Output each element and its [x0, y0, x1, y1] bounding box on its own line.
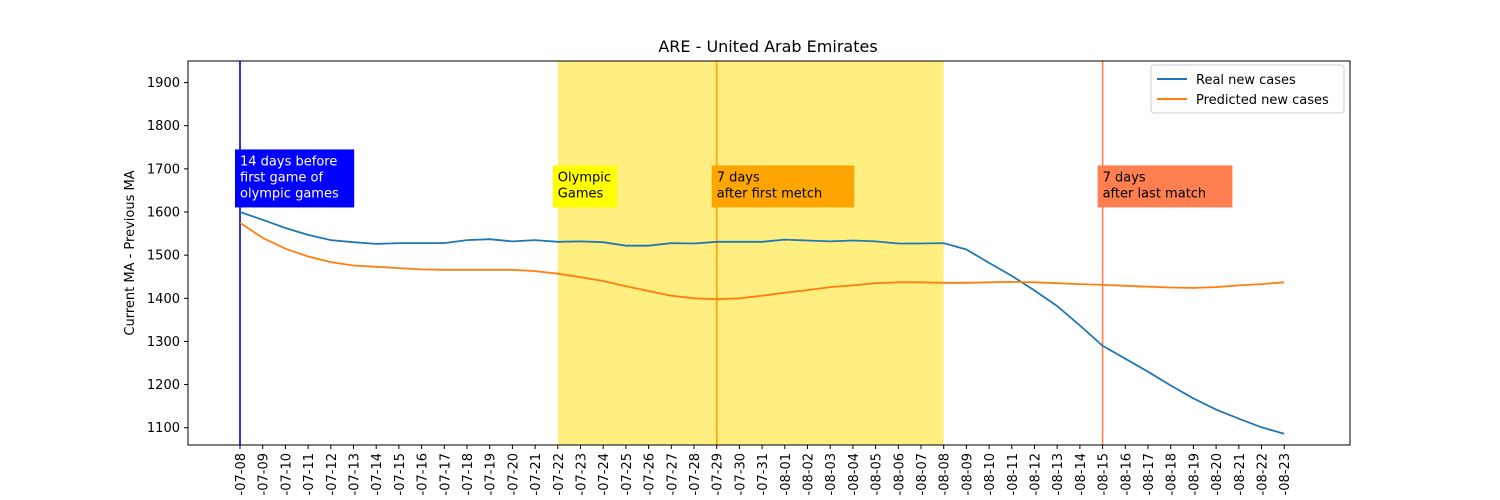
x-tick-label: -08-16: [1119, 453, 1134, 495]
x-tick-label: -07-18: [461, 453, 476, 495]
x-tick-label: -08-22: [1256, 453, 1271, 495]
x-tick-label: -07-31: [756, 453, 771, 495]
x-tick-label: -07-21: [529, 453, 544, 495]
x-tick-label: -07-10: [279, 453, 294, 495]
x-tick-label: -07-23: [575, 453, 590, 495]
x-tick-label: -07-30: [733, 453, 748, 495]
legend-box: [1150, 64, 1345, 114]
x-tick-label: -08-06: [892, 453, 907, 495]
x-tick-label: -08-15: [1097, 453, 1112, 495]
y-tick-label: 1400: [147, 292, 180, 307]
legend-label-0: Real new cases: [1196, 73, 1296, 88]
x-tick-label: -07-12: [325, 453, 340, 495]
annotation-box: [711, 165, 855, 208]
x-tick-label: -08-19: [1187, 453, 1202, 495]
x-tick-label: -08-02: [802, 453, 817, 495]
annotation-text: after first metch: [717, 186, 823, 201]
olympic-period-shade: [557, 61, 944, 445]
x-tick-label: -08-05: [870, 453, 885, 495]
annotation-text: first game of: [240, 170, 324, 185]
y-tick-label: 1600: [147, 206, 180, 221]
x-tick-label: -08-13: [1051, 453, 1066, 495]
x-tick-label: -08-21: [1233, 453, 1248, 495]
x-tick-label: -07-09: [257, 453, 272, 495]
x-tick-label: -07-14: [370, 453, 385, 495]
annotation-text: 7 days: [1103, 170, 1146, 185]
y-tick-label: 1700: [147, 162, 180, 177]
annotation-text: 14 days before: [240, 154, 337, 169]
x-tick-label: -08-14: [1074, 453, 1089, 495]
x-tick-label: -08-17: [1142, 453, 1157, 495]
x-tick-label: -07-24: [597, 453, 612, 495]
x-tick-label: -07-17: [438, 453, 453, 495]
x-tick-label: -08-01: [779, 453, 794, 495]
annotation-box: [552, 165, 618, 208]
annotation-box: [1097, 165, 1233, 208]
x-tick-label: -07-26: [643, 453, 658, 495]
x-tick-label: -07-25: [620, 453, 635, 495]
x-tick-label: -08-23: [1278, 453, 1293, 495]
legend-label-1: Predicted new cases: [1196, 93, 1329, 108]
y-tick-label: 1500: [147, 249, 180, 264]
x-tick-label: -08-12: [1029, 453, 1044, 495]
x-tick-label: -08-20: [1210, 453, 1225, 495]
x-tick-label: -07-11: [302, 453, 317, 495]
x-tick-label: -08-04: [847, 453, 862, 495]
annotation-text: Olympic: [558, 170, 611, 185]
series-line-0: [239, 211, 1285, 435]
annotation-box: [235, 149, 355, 208]
annotation-text: Games: [558, 186, 604, 201]
x-tick-label: -07-15: [393, 453, 408, 495]
x-tick-label: -07-22: [552, 453, 567, 495]
x-tick-label: -08-11: [1006, 453, 1021, 495]
x-tick-label: -07-19: [484, 453, 499, 495]
x-tick-label: -08-10: [983, 453, 998, 495]
x-tick-label: -08-07: [915, 453, 930, 495]
plot-frame: [187, 60, 1351, 446]
y-tick-label: 1900: [147, 76, 180, 91]
x-tick-label: -07-20: [506, 453, 521, 495]
x-tick-label: -07-16: [416, 453, 431, 495]
x-tick-label: -07-28: [688, 453, 703, 495]
y-tick-label: 1300: [147, 335, 180, 350]
y-tick-label: 1100: [147, 421, 180, 436]
y-tick-label: 1200: [147, 378, 180, 393]
x-tick-label: -07-13: [348, 453, 363, 495]
x-tick-label: -07-27: [665, 453, 680, 495]
legend: Real new cases Predicted new cases: [1150, 64, 1345, 114]
x-tick-label: -08-08: [938, 453, 953, 495]
y-axis-label: Current MA - Previous MA: [123, 170, 138, 335]
annotation-text: 7 days: [717, 170, 760, 185]
annotation-text: olympic games: [240, 186, 339, 201]
chart-title: ARE - United Arab Emirates: [658, 37, 877, 56]
x-tick-label: -07-29: [711, 453, 726, 495]
x-tick-label: -08-09: [960, 453, 975, 495]
x-tick-label: -07-08: [234, 453, 249, 495]
series-line-1: [239, 222, 1285, 301]
annotation-text: after last match: [1103, 186, 1207, 201]
x-tick-label: -08-03: [824, 453, 839, 495]
y-tick-label: 1800: [147, 119, 180, 134]
x-tick-label: -08-18: [1165, 453, 1180, 495]
